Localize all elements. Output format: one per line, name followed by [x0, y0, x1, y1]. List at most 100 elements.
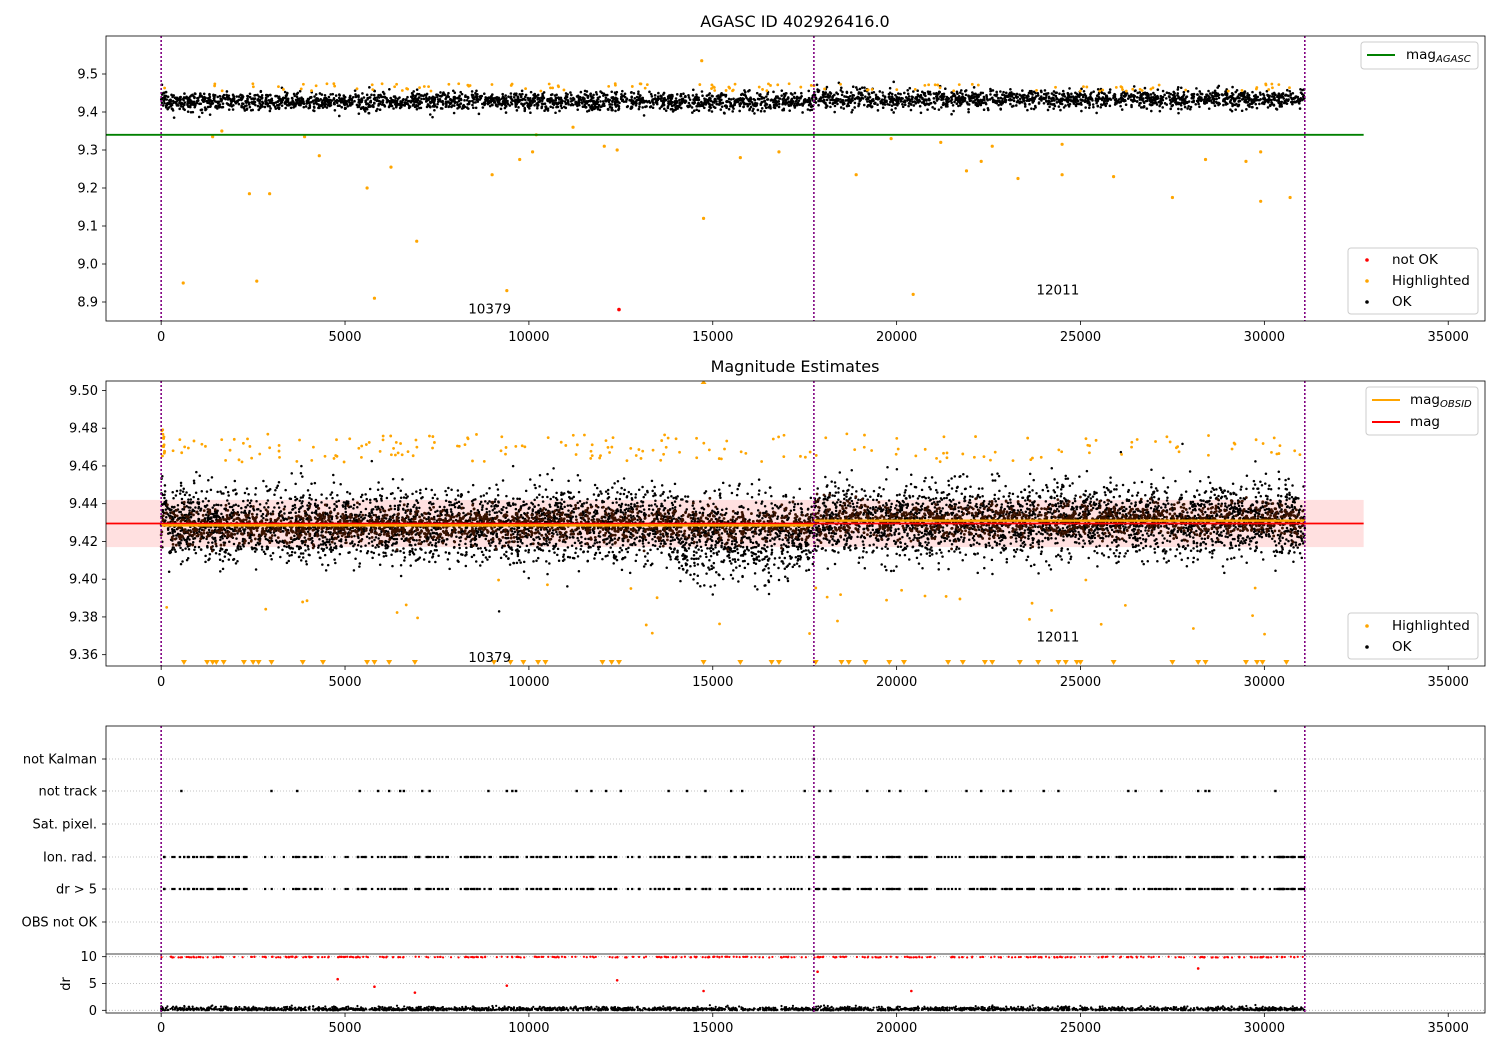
- ok-point: [625, 97, 629, 100]
- ok-point: [334, 94, 338, 97]
- ok-point: [348, 101, 351, 104]
- ok-point: [673, 482, 677, 486]
- ok-point: [1179, 86, 1183, 90]
- highlighted-point: [518, 157, 522, 162]
- ok-point: [256, 104, 260, 108]
- ok-point: [366, 96, 369, 100]
- ok-point: [200, 111, 204, 115]
- ok-point: [835, 97, 838, 100]
- ok-point: [850, 98, 853, 101]
- ok-point: [534, 95, 538, 98]
- ok-point: [1132, 99, 1136, 102]
- ok-point: [191, 110, 195, 114]
- ok-point: [928, 102, 932, 105]
- ok-point: [890, 92, 894, 96]
- ok-point: [377, 537, 380, 540]
- ok-point: [863, 86, 866, 89]
- ok-point: [1119, 100, 1122, 104]
- ok-point: [549, 93, 553, 97]
- ok-point: [999, 102, 1003, 106]
- ok-point: [892, 111, 895, 114]
- ok-point: [1046, 108, 1050, 112]
- ok-point: [406, 95, 409, 99]
- ok-point: [570, 102, 574, 106]
- ok-point: [489, 100, 493, 104]
- ok-point: [711, 593, 715, 596]
- ok-point: [198, 94, 202, 97]
- highlighted-point: [1149, 87, 1153, 91]
- ok-point: [1251, 98, 1255, 102]
- ok-point: [831, 102, 835, 106]
- ok-point: [926, 90, 930, 94]
- ok-point: [494, 104, 498, 107]
- ok-point: [1280, 102, 1283, 106]
- highlighted-point: [355, 87, 359, 91]
- highlighted-point: [365, 186, 369, 190]
- highlighted-point: [302, 135, 307, 139]
- ok-point: [1005, 513, 1008, 516]
- ok-point: [663, 506, 666, 510]
- ok-point: [160, 98, 164, 101]
- ok-point: [254, 103, 257, 107]
- ok-point: [171, 515, 174, 519]
- ok-point: [950, 112, 953, 116]
- ok-point: [1068, 98, 1071, 102]
- ok-point: [975, 93, 979, 97]
- ok-point: [465, 550, 468, 554]
- ok-point: [481, 102, 484, 106]
- ok-point: [1195, 87, 1198, 90]
- ok-point: [1297, 535, 1300, 539]
- ok-point: [1216, 92, 1220, 95]
- highlighted-point: [332, 82, 336, 86]
- ok-point: [362, 105, 365, 109]
- ok-point: [165, 98, 169, 101]
- ok-point: [1026, 108, 1029, 112]
- ok-point: [1295, 99, 1299, 103]
- ok-point: [1289, 93, 1293, 97]
- ok-point: [736, 100, 740, 104]
- ok-point: [637, 90, 640, 94]
- ok-point: [575, 101, 578, 105]
- ok-point: [956, 91, 959, 95]
- ok-point: [517, 106, 520, 109]
- ok-point: [221, 105, 225, 109]
- ok-point: [826, 498, 829, 502]
- ok-point: [658, 107, 662, 110]
- ok-point: [1124, 103, 1128, 107]
- ok-point: [535, 536, 538, 539]
- ok-point: [521, 104, 525, 108]
- ok-point: [499, 107, 503, 111]
- highlighted-point: [562, 88, 566, 92]
- highlighted-point: [1264, 83, 1268, 87]
- ok-point: [488, 549, 491, 552]
- ok-point: [474, 101, 477, 104]
- ok-point: [1159, 524, 1163, 528]
- ok-point: [836, 102, 839, 106]
- ok-point: [1284, 478, 1287, 482]
- ok-point: [219, 490, 222, 493]
- ok-point: [363, 110, 367, 113]
- ok-point: [642, 101, 646, 104]
- ok-point: [982, 95, 986, 99]
- ok-point: [1236, 104, 1240, 108]
- ok-point: [353, 89, 357, 92]
- ok-point: [1230, 97, 1234, 100]
- highlighted-point: [213, 84, 216, 88]
- ok-point: [1028, 89, 1032, 93]
- ok-point: [785, 101, 789, 105]
- ok-point: [907, 98, 911, 101]
- ok-point: [1198, 105, 1201, 109]
- highlighted-point: [468, 84, 472, 87]
- ok-point: [1089, 497, 1093, 500]
- ok-point: [1246, 94, 1249, 97]
- ok-point: [1151, 100, 1154, 103]
- highlighted-point: [447, 82, 451, 86]
- ok-point: [197, 115, 201, 119]
- ok-point: [1205, 98, 1208, 102]
- ok-point: [866, 100, 869, 103]
- ok-point: [381, 101, 385, 104]
- ok-point: [782, 107, 786, 111]
- ok-point: [783, 95, 786, 98]
- ok-point: [548, 562, 551, 565]
- ok-point: [692, 557, 696, 561]
